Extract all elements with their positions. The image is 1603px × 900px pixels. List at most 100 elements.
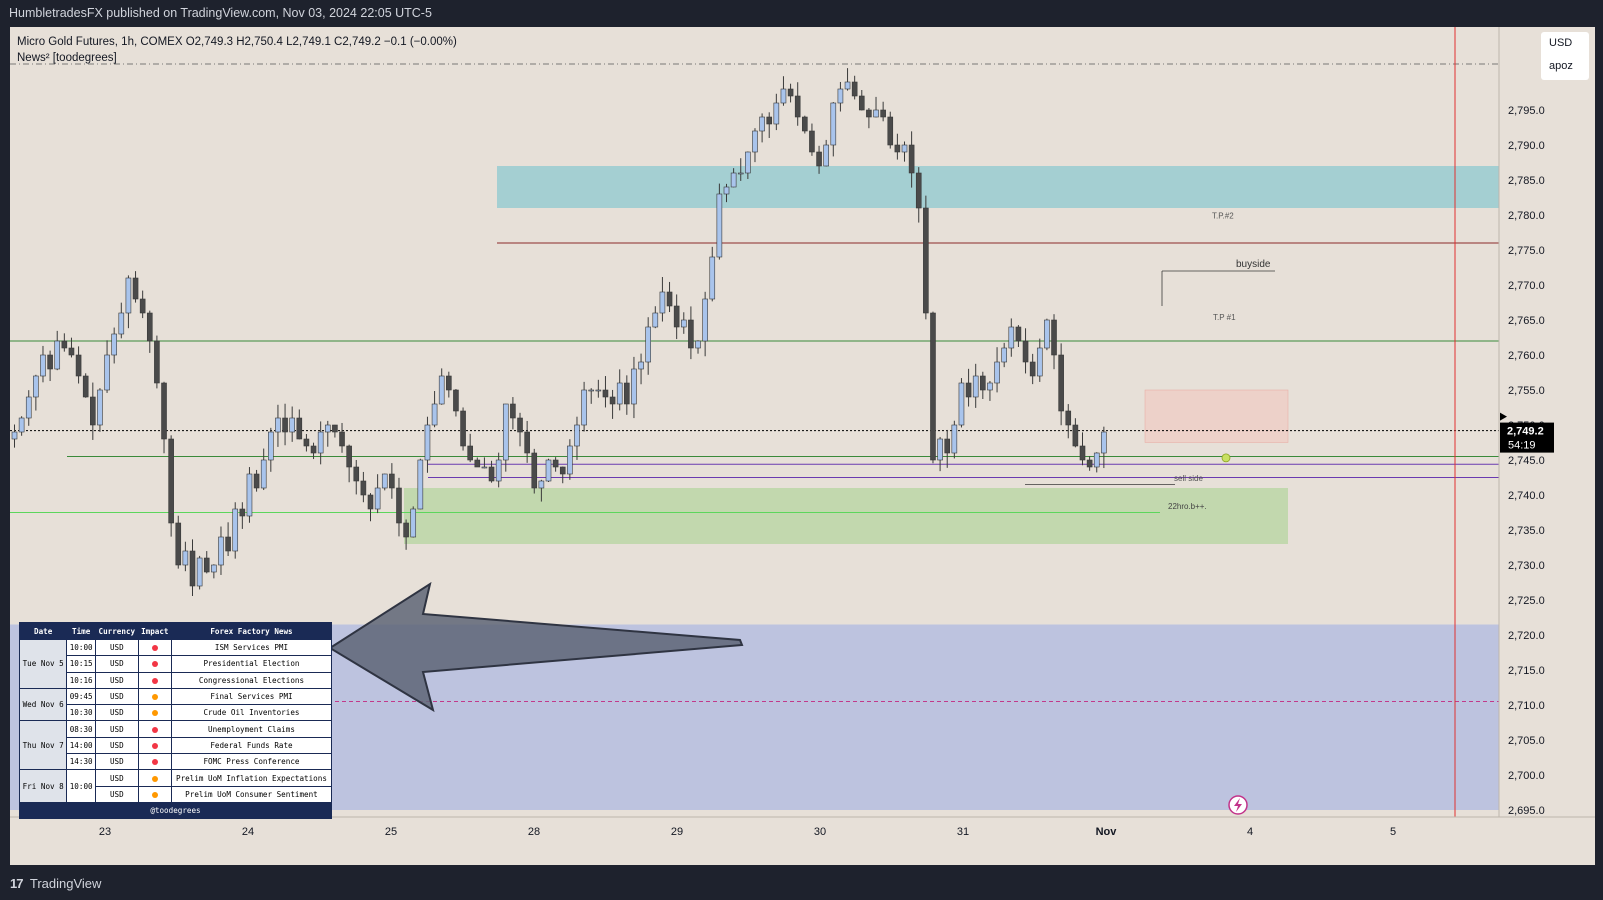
price-tick-label: 2,785.0 <box>1508 175 1545 187</box>
time-tick-label: 30 <box>814 826 826 838</box>
news-impact <box>137 753 172 771</box>
price-tick-label: 2,740.0 <box>1508 490 1545 502</box>
candle-body <box>559 466 566 475</box>
price-tick-label: 2,720.0 <box>1508 630 1545 642</box>
candle-body <box>638 361 644 370</box>
candle-body <box>552 459 559 468</box>
candle-body <box>652 312 659 328</box>
candle-body <box>716 193 723 258</box>
news-currency: USD <box>94 704 139 722</box>
news-footer: @toodegrees <box>19 801 332 819</box>
impact-dot-icon <box>151 710 158 717</box>
candle-body <box>958 382 965 426</box>
candle-body <box>104 354 110 391</box>
annotation-sellside: sell side <box>1174 474 1203 483</box>
candle-body <box>268 431 274 461</box>
news-currency: USD <box>94 769 139 787</box>
news-footer-row: @toodegrees <box>19 801 332 819</box>
candle-body <box>759 116 765 132</box>
news-time: 14:30 <box>66 753 96 771</box>
candle-body <box>218 536 224 566</box>
candle-body <box>680 319 687 328</box>
candle-body <box>260 459 267 489</box>
candle-body <box>809 130 815 153</box>
candle-body <box>823 144 829 167</box>
col-news: Forex Factory News <box>170 622 333 640</box>
news-row: Tue Nov 5 10:00 USD ISM Services PMI <box>18 638 333 689</box>
candle-body <box>915 172 922 209</box>
news-row: USD Prelim UoM Consumer Sentiment <box>20 785 333 803</box>
candle-body <box>424 424 431 461</box>
candle-body <box>816 151 822 167</box>
news-time: 10:15 <box>66 655 96 673</box>
price-tick-label: 2,765.0 <box>1508 315 1545 327</box>
candle-body <box>75 354 82 377</box>
candle-body <box>203 557 210 573</box>
currency-unit-box[interactable] <box>1541 32 1589 80</box>
price-tick-label: 2,705.0 <box>1508 735 1545 747</box>
axes-layer: 2,795.0 2,790.0 2,785.0 2,780.0 2,775.0 2,770… <box>10 27 1595 865</box>
candle-body <box>196 557 203 587</box>
currency-label: USD <box>1549 37 1573 49</box>
candle-body <box>659 291 666 314</box>
news-currency: USD <box>94 753 139 771</box>
news-event: ISM Services PMI <box>170 638 333 657</box>
candle-body <box>581 389 587 426</box>
news-time: 09:45 <box>66 687 96 706</box>
candle-body <box>666 291 673 307</box>
impact-dot-icon <box>151 791 158 798</box>
tradingview-logo[interactable]: 17 TradingView <box>10 876 101 891</box>
candle-body <box>737 172 744 175</box>
news-event: Final Services PMI <box>170 687 333 706</box>
candle-body <box>631 368 637 405</box>
news-event: Congressional Elections <box>170 671 333 689</box>
candle-body <box>97 389 103 426</box>
news-currency: USD <box>94 687 139 706</box>
price-tick-label: 2,780.0 <box>1508 210 1545 222</box>
time-tick-label: 31 <box>957 826 969 838</box>
news-time: 10:16 <box>66 671 96 689</box>
candle-body <box>282 417 288 433</box>
current-price-badge <box>1500 422 1554 453</box>
col-time: Time <box>66 622 96 640</box>
candle-body <box>125 277 132 314</box>
candle-body <box>253 473 260 489</box>
indicator-label: News² [toodegrees] <box>17 52 117 64</box>
price-tick-label: 2,735.0 <box>1508 525 1545 537</box>
candle-body <box>987 382 993 391</box>
candle-body <box>303 438 310 447</box>
candle-body <box>460 410 466 447</box>
candle-body <box>154 340 160 384</box>
time-tick-label: 24 <box>242 826 254 838</box>
news-row: Wed Nov 6 09:45 USD Final Services PMI <box>18 687 333 722</box>
candle-body <box>1015 326 1022 342</box>
candle-body <box>502 403 509 461</box>
price-tick-label: 2,710.0 <box>1508 700 1545 712</box>
candle-body <box>1029 361 1036 377</box>
news-row: Fri Nov 8 10:00 USD Prelim UoM Inflation Ex… <box>18 769 333 803</box>
candle-body <box>994 361 1000 384</box>
zone-premium <box>1144 389 1289 443</box>
candle-body <box>403 522 409 538</box>
annotation-buyside: buyside <box>1236 259 1271 270</box>
candle-body <box>1036 347 1043 377</box>
candle-body <box>545 459 552 482</box>
time-tick-label: 25 <box>385 826 397 838</box>
candle-body <box>139 298 146 314</box>
arrow-shape <box>328 581 744 713</box>
candle-body <box>709 256 716 300</box>
candle-body <box>474 459 481 468</box>
candle-body <box>467 445 473 461</box>
candle-body <box>374 487 381 510</box>
candle-body <box>161 382 167 440</box>
candle-body <box>773 102 780 125</box>
candle-body <box>524 431 530 454</box>
candle-body <box>794 95 801 118</box>
candle-body <box>146 312 153 342</box>
news-time: 10:00 <box>66 769 96 803</box>
candle-body <box>118 312 125 335</box>
col-currency: Currency <box>94 622 139 640</box>
news-time: 08:30 <box>66 720 96 738</box>
news-date: Tue Nov 5 <box>18 639 68 689</box>
candle-body <box>40 354 46 377</box>
